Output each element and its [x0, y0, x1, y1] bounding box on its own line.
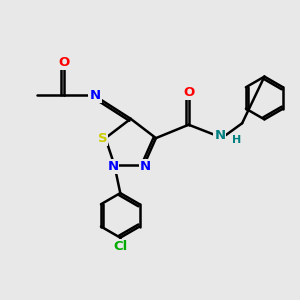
Text: N: N: [107, 160, 118, 173]
Text: H: H: [232, 136, 241, 146]
Text: O: O: [183, 85, 194, 98]
Text: N: N: [214, 129, 225, 142]
Text: O: O: [58, 56, 69, 69]
Text: Cl: Cl: [113, 240, 127, 253]
Text: N: N: [89, 88, 100, 101]
Text: N: N: [140, 160, 151, 173]
Text: S: S: [98, 132, 107, 145]
